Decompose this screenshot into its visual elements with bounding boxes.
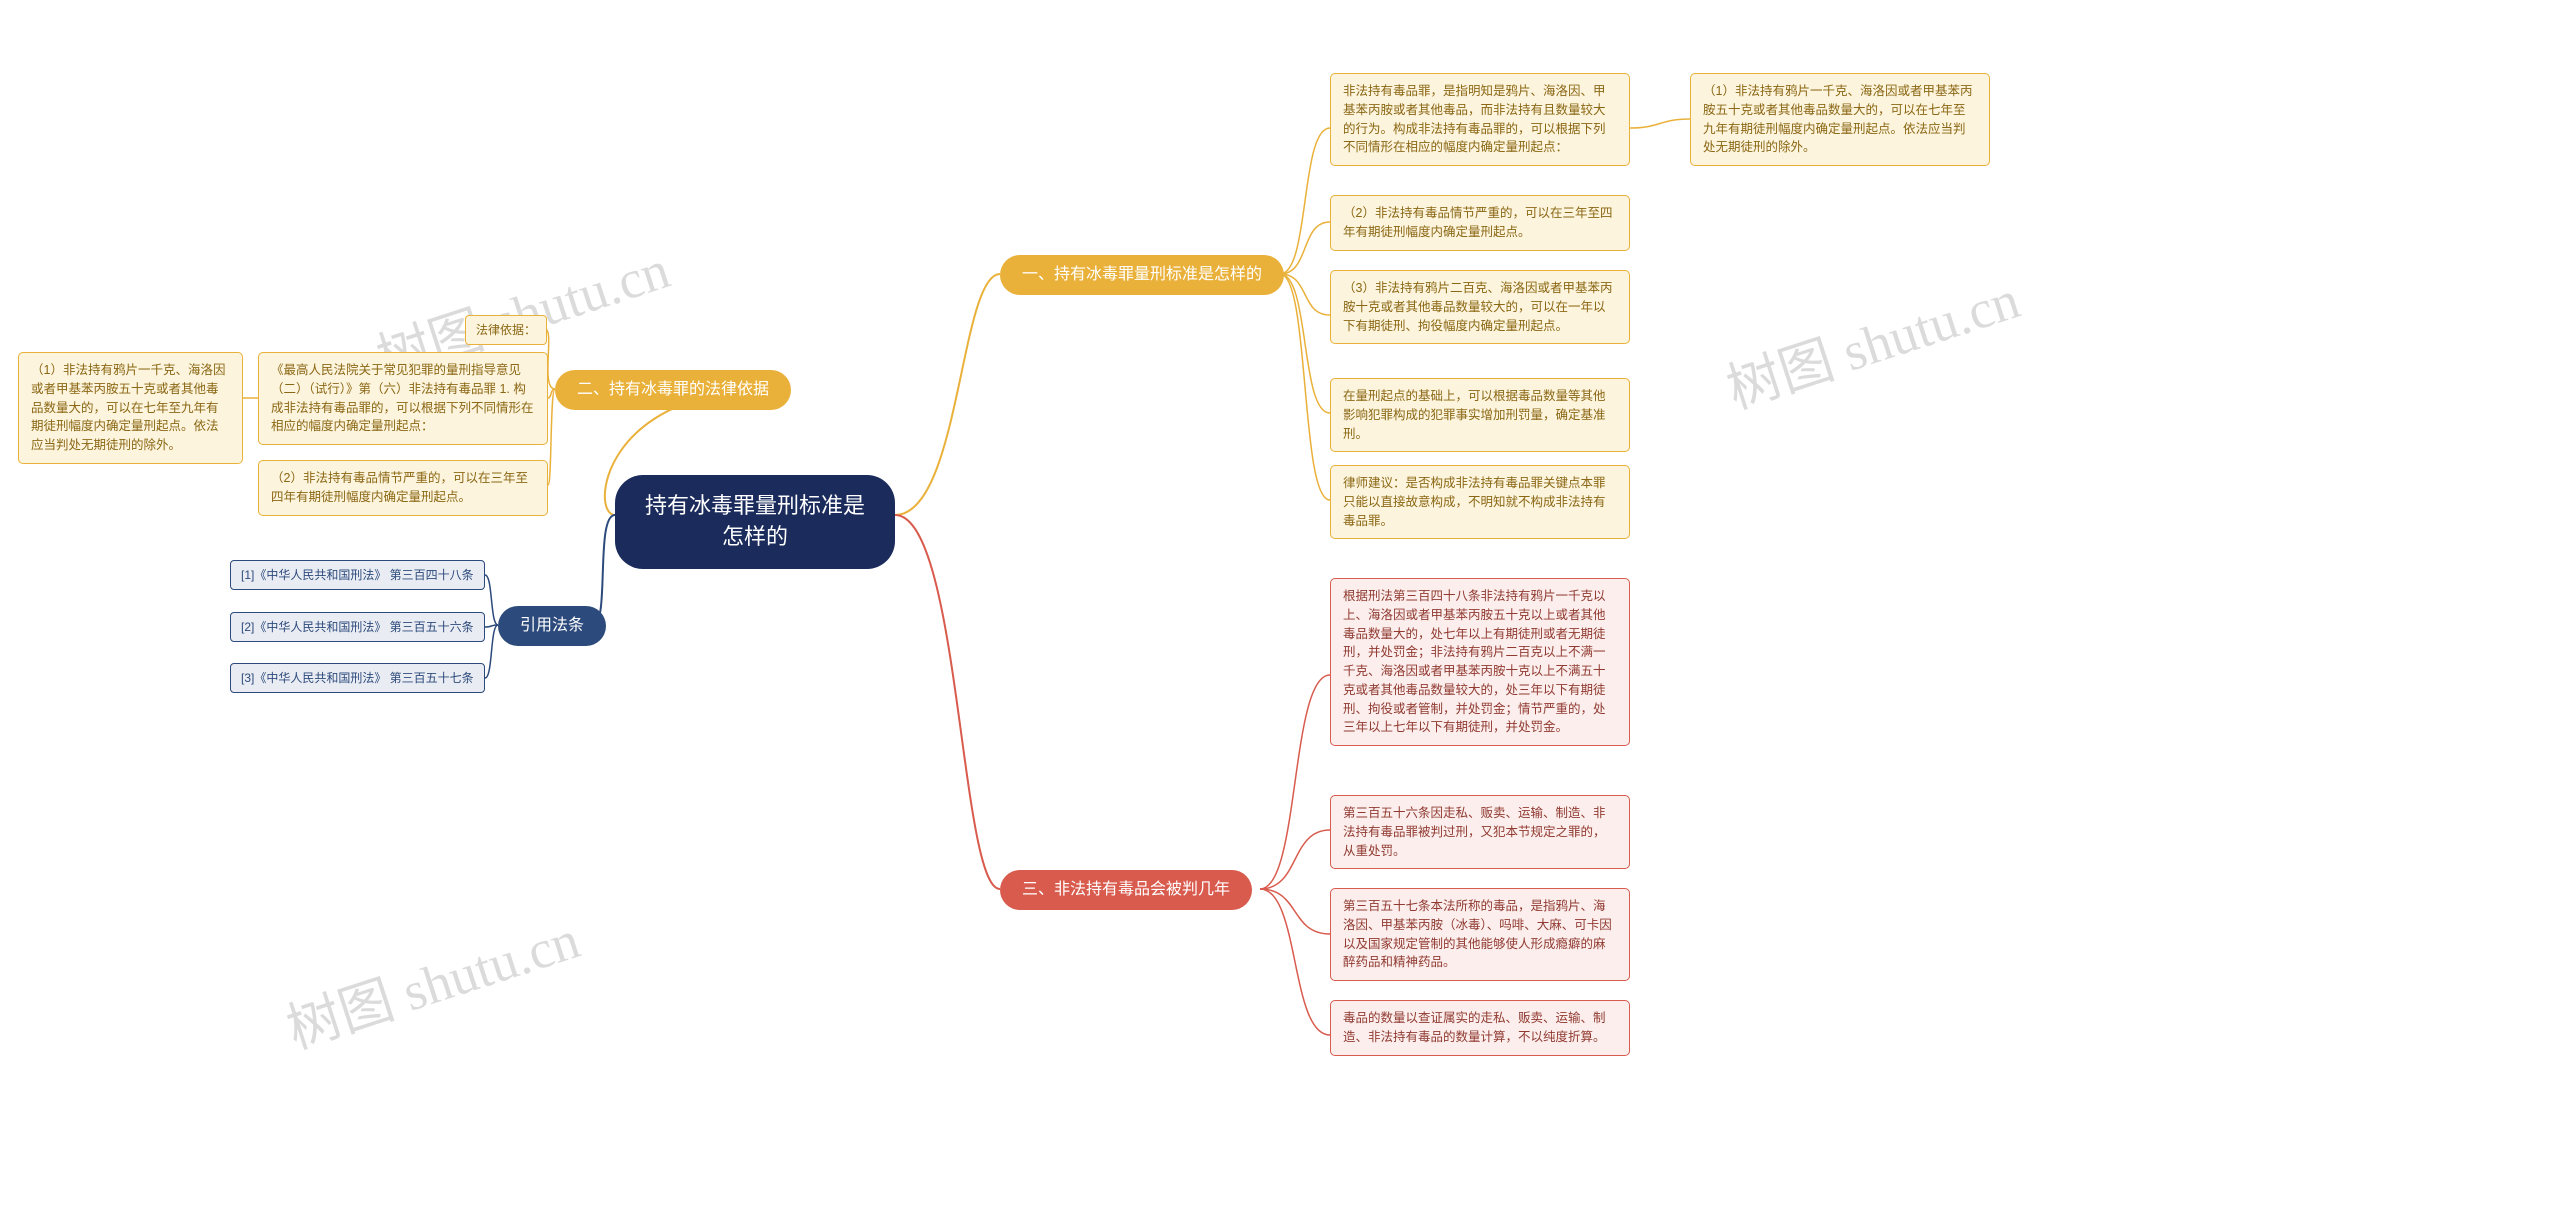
leaf-text: [1]《中华人民共和国刑法》 第三百四十八条	[241, 568, 474, 582]
leaf-text: [3]《中华人民共和国刑法》 第三百五十七条	[241, 671, 474, 685]
leaf-text: 在量刑起点的基础上，可以根据毒品数量等其他影响犯罪构成的犯罪事实增加刑罚量，确定…	[1343, 389, 1606, 441]
leaf-text: 第三百五十六条因走私、贩卖、运输、制造、非法持有毒品罪被判过刑，又犯本节规定之罪…	[1343, 806, 1606, 858]
branch-2-label: 二、持有冰毒罪的法律依据	[577, 381, 769, 398]
branch-4-leaf-0[interactable]: [1]《中华人民共和国刑法》 第三百四十八条	[230, 560, 485, 590]
branch-3[interactable]: 三、非法持有毒品会被判几年	[1000, 870, 1252, 910]
leaf-text: （1）非法持有鸦片一千克、海洛因或者甲基苯丙胺五十克或者其他毒品数量大的，可以在…	[31, 363, 225, 452]
leaf-text: 《最高人民法院关于常见犯罪的量刑指导意见（二）（试行）》第（六）非法持有毒品罪 …	[271, 363, 534, 433]
leaf-text: （3）非法持有鸦片二百克、海洛因或者甲基苯丙胺十克或者其他毒品数量较大的，可以在…	[1343, 281, 1612, 333]
branch-3-leaf-3[interactable]: 毒品的数量以查证属实的走私、贩卖、运输、制造、非法持有毒品的数量计算，不以纯度折…	[1330, 1000, 1630, 1056]
branch-1-leaf-1[interactable]: （2）非法持有毒品情节严重的，可以在三年至四年有期徒刑幅度内确定量刑起点。	[1330, 195, 1630, 251]
branch-4[interactable]: 引用法条	[498, 606, 606, 646]
branch-2-leaf-0b[interactable]: （2）非法持有毒品情节严重的，可以在三年至四年有期徒刑幅度内确定量刑起点。	[258, 460, 548, 516]
leaf-text: （1）非法持有鸦片一千克、海洛因或者甲基苯丙胺五十克或者其他毒品数量大的，可以在…	[1703, 84, 1972, 154]
branch-4-leaf-1[interactable]: [2]《中华人民共和国刑法》 第三百五十六条	[230, 612, 485, 642]
branch-4-label: 引用法条	[520, 617, 584, 634]
leaf-text: 律师建议：是否构成非法持有毒品罪关键点本罪只能以直接故意构成，不明知就不构成非法…	[1343, 476, 1606, 528]
branch-1-leaf-0[interactable]: 非法持有毒品罪，是指明知是鸦片、海洛因、甲基苯丙胺或者其他毒品，而非法持有且数量…	[1330, 73, 1630, 166]
leaf-text: 非法持有毒品罪，是指明知是鸦片、海洛因、甲基苯丙胺或者其他毒品，而非法持有且数量…	[1343, 84, 1606, 154]
branch-3-leaf-2[interactable]: 第三百五十七条本法所称的毒品，是指鸦片、海洛因、甲基苯丙胺（冰毒）、吗啡、大麻、…	[1330, 888, 1630, 981]
leaf-text: 毒品的数量以查证属实的走私、贩卖、运输、制造、非法持有毒品的数量计算，不以纯度折…	[1343, 1011, 1606, 1044]
branch-4-leaf-2[interactable]: [3]《中华人民共和国刑法》 第三百五十七条	[230, 663, 485, 693]
leaf-text: 法律依据：	[476, 323, 536, 337]
branch-2[interactable]: 二、持有冰毒罪的法律依据	[555, 370, 791, 410]
branch-1[interactable]: 一、持有冰毒罪量刑标准是怎样的	[1000, 255, 1284, 295]
branch-1-label: 一、持有冰毒罪量刑标准是怎样的	[1022, 266, 1262, 283]
branch-1-leaf-2[interactable]: （3）非法持有鸦片二百克、海洛因或者甲基苯丙胺十克或者其他毒品数量较大的，可以在…	[1330, 270, 1630, 344]
branch-2-sub[interactable]: 法律依据：	[465, 315, 547, 345]
watermark: 树图 shutu.cn	[275, 895, 588, 1064]
branch-2-leaf-0[interactable]: 《最高人民法院关于常见犯罪的量刑指导意见（二）（试行）》第（六）非法持有毒品罪 …	[258, 352, 548, 445]
branch-1-leaf-4[interactable]: 律师建议：是否构成非法持有毒品罪关键点本罪只能以直接故意构成，不明知就不构成非法…	[1330, 465, 1630, 539]
branch-1-leaf-0a[interactable]: （1）非法持有鸦片一千克、海洛因或者甲基苯丙胺五十克或者其他毒品数量大的，可以在…	[1690, 73, 1990, 166]
branch-1-leaf-3[interactable]: 在量刑起点的基础上，可以根据毒品数量等其他影响犯罪构成的犯罪事实增加刑罚量，确定…	[1330, 378, 1630, 452]
branch-3-leaf-0[interactable]: 根据刑法第三百四十八条非法持有鸦片一千克以上、海洛因或者甲基苯丙胺五十克以上或者…	[1330, 578, 1630, 746]
branch-3-leaf-1[interactable]: 第三百五十六条因走私、贩卖、运输、制造、非法持有毒品罪被判过刑，又犯本节规定之罪…	[1330, 795, 1630, 869]
watermark: 树图 shutu.cn	[1715, 255, 2028, 424]
leaf-text: （2）非法持有毒品情节严重的，可以在三年至四年有期徒刑幅度内确定量刑起点。	[271, 471, 528, 504]
mindmap-canvas: 树图 shutu.cn 树图 shutu.cn 树图 shutu.cn 持有冰毒…	[0, 0, 2560, 1215]
root-label: 持有冰毒罪量刑标准是怎样的	[645, 493, 865, 549]
root-node[interactable]: 持有冰毒罪量刑标准是怎样的	[615, 475, 895, 569]
leaf-text: [2]《中华人民共和国刑法》 第三百五十六条	[241, 620, 474, 634]
leaf-text: （2）非法持有毒品情节严重的，可以在三年至四年有期徒刑幅度内确定量刑起点。	[1343, 206, 1612, 239]
branch-3-label: 三、非法持有毒品会被判几年	[1022, 881, 1230, 898]
branch-2-leaf-0a[interactable]: （1）非法持有鸦片一千克、海洛因或者甲基苯丙胺五十克或者其他毒品数量大的，可以在…	[18, 352, 243, 464]
connector-layer	[0, 0, 2560, 1215]
leaf-text: 根据刑法第三百四十八条非法持有鸦片一千克以上、海洛因或者甲基苯丙胺五十克以上或者…	[1343, 589, 1606, 734]
leaf-text: 第三百五十七条本法所称的毒品，是指鸦片、海洛因、甲基苯丙胺（冰毒）、吗啡、大麻、…	[1343, 899, 1612, 969]
